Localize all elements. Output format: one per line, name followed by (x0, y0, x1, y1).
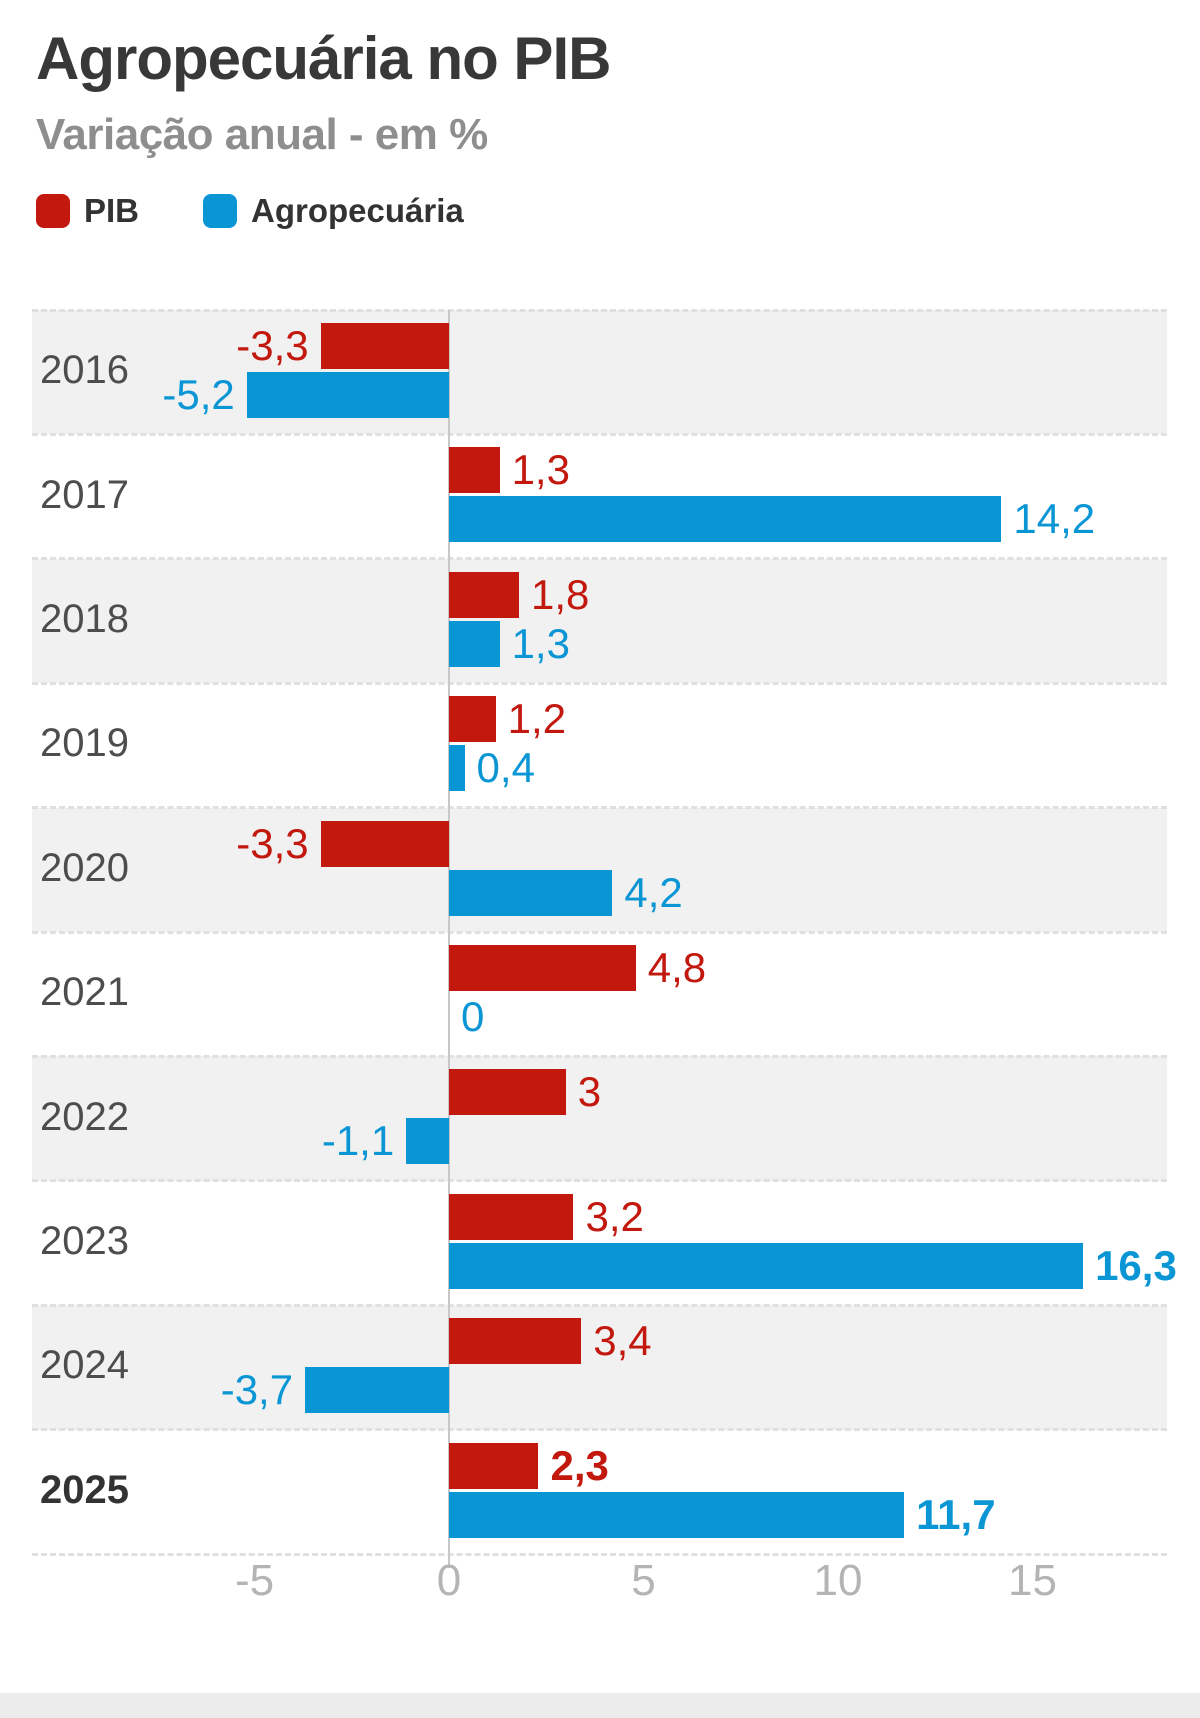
pib-bar-2025 (449, 1442, 539, 1489)
year-label-2024: 2024 (40, 1343, 129, 1388)
year-label-2022: 2022 (40, 1094, 129, 1139)
agro-bar-2017 (449, 496, 1002, 543)
agro-value-label-2017: 14,2 (1013, 495, 1096, 543)
pib-value-label-2025: 2,3 (550, 1441, 609, 1489)
pib-bar-2024 (449, 1318, 582, 1365)
agro-value-label-2018: 1,3 (511, 619, 570, 667)
row-separator (32, 806, 1167, 810)
year-label-2017: 2017 (40, 472, 129, 517)
pib-bar-2020 (320, 820, 449, 867)
agro-color-swatch (203, 194, 238, 228)
row-separator (32, 681, 1167, 685)
agro-bar-2020 (449, 869, 613, 916)
legend-item-agro: Agropecuária (203, 192, 464, 230)
legend-label-agro: Agropecuária (251, 192, 464, 229)
agro-bar-2019 (449, 745, 465, 792)
row-background-2018 (32, 558, 1167, 684)
x-tick--5: -5 (234, 1556, 275, 1605)
pib-bar-2023 (449, 1193, 574, 1240)
row-background-2016 (32, 310, 1167, 435)
legend: PIB Agropecuária (36, 192, 464, 230)
agro-value-label-2016: -5,2 (162, 371, 235, 418)
row-separator (32, 1303, 1167, 1307)
pib-value-label-2022: 3 (577, 1068, 602, 1116)
row-separator (32, 557, 1167, 561)
row-separator (32, 1428, 1167, 1432)
agro-value-label-2024: -3,7 (220, 1366, 294, 1414)
legend-label-pib: PIB (84, 192, 140, 229)
pib-color-swatch (36, 194, 70, 228)
agro-value-label-2020: 4,2 (624, 868, 683, 916)
agro-value-label-2023: 16,3 (1095, 1241, 1177, 1289)
year-label-2018: 2018 (40, 597, 129, 641)
zero-axis-line (448, 310, 450, 1568)
row-separator (32, 930, 1167, 934)
x-tick-5: 5 (631, 1556, 656, 1605)
pib-bar-2017 (449, 447, 500, 494)
agro-value-label-2021: 0 (461, 993, 485, 1040)
pib-value-label-2021: 4,8 (647, 944, 707, 991)
agro-bar-2023 (449, 1242, 1084, 1289)
row-separator (32, 308, 1167, 312)
year-label-2025: 2025 (40, 1467, 129, 1512)
year-label-2019: 2019 (40, 721, 129, 766)
x-tick-10: 10 (813, 1556, 863, 1605)
row-separator (32, 1054, 1167, 1058)
pib-value-label-2016: -3,3 (236, 322, 309, 369)
agro-bar-2022 (406, 1118, 449, 1165)
legend-item-pib: PIB (36, 192, 139, 230)
pib-value-label-2024: 3,4 (593, 1317, 652, 1365)
agro-value-label-2025: 11,7 (916, 1490, 996, 1538)
pib-bar-2018 (449, 571, 520, 618)
row-separator (32, 432, 1167, 436)
year-label-2021: 2021 (40, 970, 129, 1015)
agro-bar-2016 (246, 372, 449, 418)
pib-bar-2019 (449, 696, 496, 743)
pib-bar-2021 (449, 945, 636, 991)
agro-bar-2018 (449, 620, 500, 667)
year-label-2016: 2016 (40, 348, 129, 393)
pib-value-label-2019: 1,2 (507, 695, 567, 743)
row-separator (32, 1179, 1167, 1183)
pib-value-label-2020: -3,3 (236, 819, 309, 867)
pib-bar-2022 (449, 1069, 566, 1116)
agro-value-label-2022: -1,1 (321, 1117, 395, 1165)
agro-value-label-2019: 0,4 (476, 744, 535, 792)
chart-title: Agropecuária no PIB (36, 25, 611, 92)
x-tick-15: 15 (1008, 1556, 1057, 1605)
row-background-2022 (32, 1056, 1167, 1181)
chart-subtitle: Variação anual - em % (36, 110, 488, 159)
x-tick-0: 0 (436, 1556, 462, 1605)
pib-value-label-2018: 1,8 (531, 570, 590, 618)
pib-bar-2016 (320, 323, 449, 369)
agro-bar-2024 (305, 1367, 449, 1414)
agro-bar-2025 (449, 1491, 905, 1538)
row-background-2024 (32, 1305, 1167, 1430)
pib-value-label-2017: 1,3 (511, 446, 570, 494)
row-separator (32, 1552, 1167, 1556)
pib-value-label-2023: 3,2 (585, 1192, 644, 1240)
year-label-2020: 2020 (40, 845, 129, 890)
footer-band (0, 1693, 1200, 1718)
year-label-2023: 2023 (40, 1219, 129, 1263)
